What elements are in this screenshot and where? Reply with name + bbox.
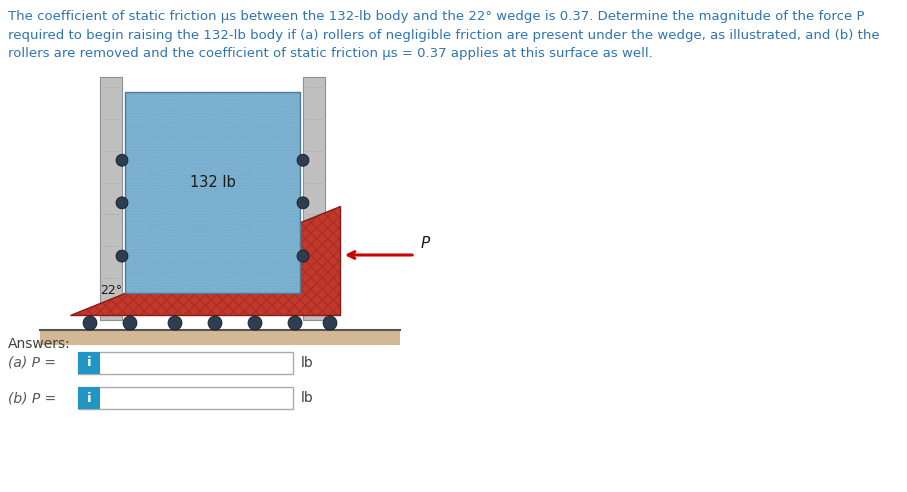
Circle shape <box>83 316 97 330</box>
Bar <box>303 77 325 320</box>
Text: (a) P =: (a) P = <box>8 356 56 370</box>
Bar <box>78 387 100 409</box>
Circle shape <box>116 250 128 262</box>
Text: 22°: 22° <box>100 284 122 297</box>
Text: i: i <box>87 357 92 369</box>
Text: lb: lb <box>301 356 314 370</box>
Text: lb: lb <box>301 391 314 405</box>
Text: (b) P =: (b) P = <box>8 391 56 405</box>
Bar <box>100 77 122 320</box>
Bar <box>78 352 100 374</box>
Polygon shape <box>70 206 340 315</box>
Circle shape <box>168 316 182 330</box>
Bar <box>125 92 300 293</box>
Circle shape <box>208 316 222 330</box>
Circle shape <box>297 154 309 166</box>
Bar <box>40 330 400 345</box>
Bar <box>78 387 293 409</box>
Bar <box>78 352 293 374</box>
Text: i: i <box>87 392 92 404</box>
Circle shape <box>323 316 337 330</box>
Circle shape <box>123 316 137 330</box>
Text: 132 lb: 132 lb <box>190 175 236 190</box>
Circle shape <box>297 197 309 209</box>
Circle shape <box>116 154 128 166</box>
Circle shape <box>297 250 309 262</box>
Text: P: P <box>421 236 430 251</box>
Circle shape <box>116 197 128 209</box>
Bar <box>125 92 300 293</box>
Circle shape <box>288 316 302 330</box>
Text: Answers:: Answers: <box>8 337 71 351</box>
Circle shape <box>248 316 262 330</box>
Text: The coefficient of static friction μs between the 132-lb body and the 22° wedge : The coefficient of static friction μs be… <box>8 10 880 60</box>
